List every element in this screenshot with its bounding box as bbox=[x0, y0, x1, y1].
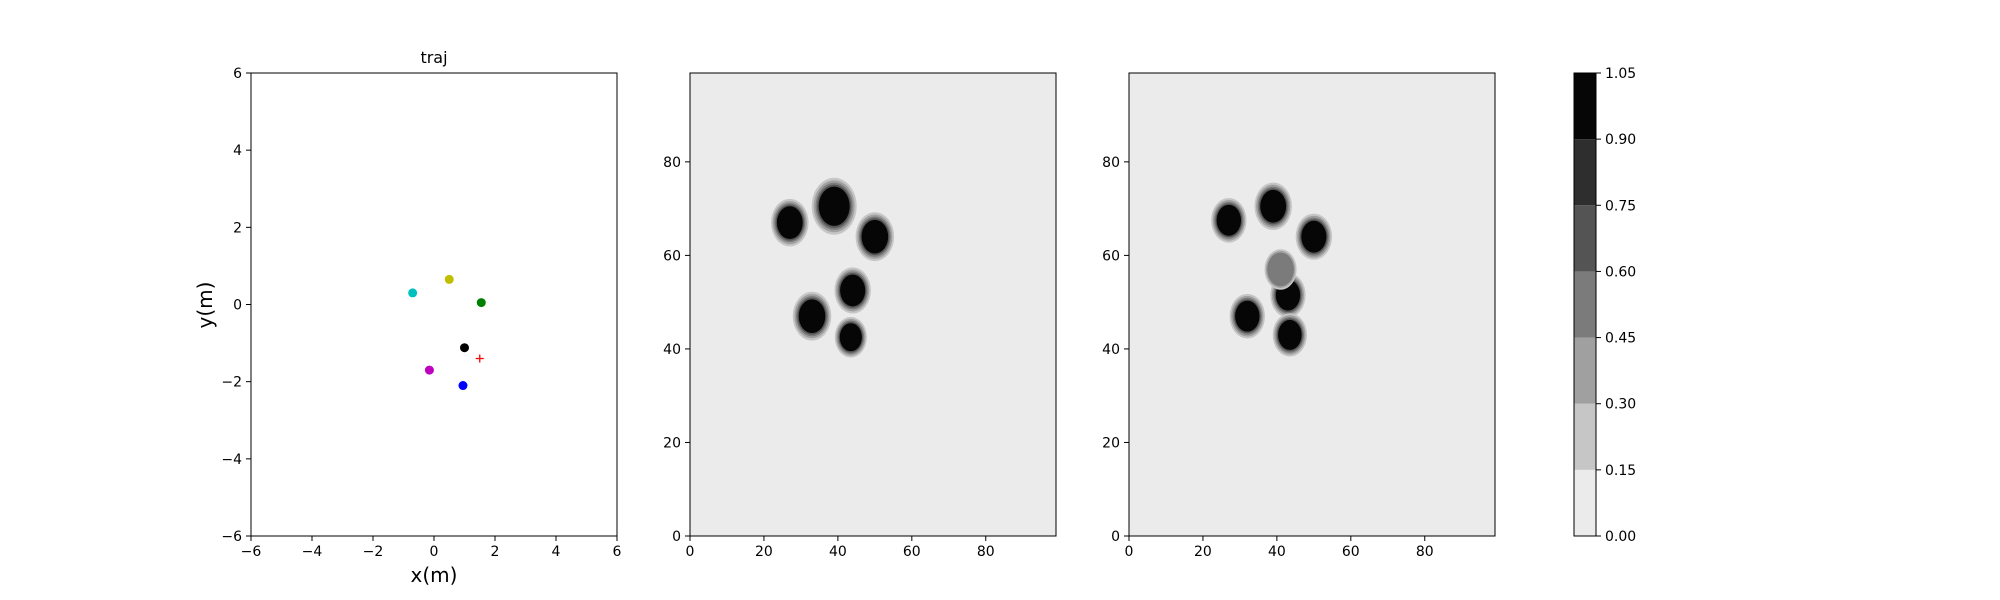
y-tick-label: 0 bbox=[1111, 529, 1120, 545]
y-tick-label: 4 bbox=[233, 143, 242, 159]
y-tick-label: 20 bbox=[1102, 435, 1120, 451]
x-tick-label: −6 bbox=[241, 544, 262, 560]
traj-points bbox=[408, 274, 486, 391]
y-tick-label: −2 bbox=[221, 375, 242, 391]
x-tick-label: 20 bbox=[755, 544, 773, 560]
heatmap-blob bbox=[834, 267, 871, 314]
x-tick-label: 0 bbox=[430, 544, 439, 560]
y-tick-label: 0 bbox=[233, 298, 242, 314]
y-tick-label: 80 bbox=[663, 155, 681, 171]
heatmap-blob bbox=[1211, 197, 1247, 243]
colorbar-band bbox=[1574, 337, 1596, 404]
x-tick-label: 60 bbox=[903, 544, 921, 560]
x-tick-label: 80 bbox=[1416, 544, 1434, 560]
colorbar-tick-label: 0.45 bbox=[1605, 331, 1636, 347]
traj-panel: traj −6 −4 −2 0 2 4 6 −6 −4 −2 0 2 4 6 x(m) y(m) bbox=[193, 48, 622, 587]
heatmap-blob bbox=[1295, 213, 1333, 260]
scatter-point-plus bbox=[475, 354, 484, 363]
heatmap-blob bbox=[1254, 182, 1292, 231]
colorbar-band bbox=[1574, 73, 1596, 140]
colorbar-tick-label: 0.30 bbox=[1605, 397, 1636, 413]
y-tick-label: −6 bbox=[221, 529, 242, 545]
scatter-point bbox=[408, 288, 418, 298]
traj-frame bbox=[250, 72, 618, 537]
y-tick-label: 40 bbox=[663, 342, 681, 358]
heatmap-blob bbox=[855, 212, 895, 262]
x-tick-label: 40 bbox=[1268, 544, 1286, 560]
x-tick-label: 40 bbox=[829, 544, 847, 560]
y-tick-label: 2 bbox=[233, 220, 242, 236]
heatmap-blob bbox=[771, 198, 809, 247]
heatmap-panel-1: 0 20 40 60 80 0 20 40 60 80 bbox=[663, 72, 1057, 560]
traj-title: traj bbox=[420, 48, 447, 67]
colorbar-tick-label: 0.60 bbox=[1605, 264, 1636, 280]
colorbar-frame bbox=[1573, 72, 1597, 537]
scatter-point bbox=[444, 274, 454, 284]
heatmap-2-ticks: 0 20 40 60 80 0 20 40 60 80 bbox=[1102, 155, 1433, 560]
x-tick-label: −2 bbox=[363, 544, 384, 560]
scatter-point bbox=[476, 298, 486, 308]
colorbar-band bbox=[1574, 271, 1596, 338]
x-tick-label: 6 bbox=[613, 544, 622, 560]
x-tick-label: 20 bbox=[1194, 544, 1212, 560]
heatmap-blob bbox=[811, 177, 857, 235]
colorbar-band bbox=[1574, 469, 1596, 536]
x-tick-label: 80 bbox=[977, 544, 995, 560]
y-tick-label: 60 bbox=[1102, 248, 1120, 264]
colorbar: 0.00 0.15 0.30 0.45 0.60 0.75 0.90 1.05 bbox=[1573, 66, 1636, 545]
heatmap-1-plot bbox=[690, 73, 1056, 536]
scatter-point bbox=[458, 381, 468, 391]
x-tick-label: 60 bbox=[1342, 544, 1360, 560]
colorbar-tick-label: 0.15 bbox=[1605, 463, 1636, 479]
y-tick-label: 80 bbox=[1102, 155, 1120, 171]
x-tick-label: 0 bbox=[686, 544, 695, 560]
traj-ticks: −6 −4 −2 0 2 4 6 −6 −4 −2 0 2 4 6 bbox=[221, 66, 621, 560]
traj-ylabel: y(m) bbox=[193, 282, 217, 329]
heatmap-blob bbox=[1264, 249, 1297, 290]
heatmap-panel-2: 0 20 40 60 80 0 20 40 60 80 bbox=[1102, 72, 1496, 560]
heatmap-blob bbox=[834, 316, 867, 358]
colorbar-ticks: 0.00 0.15 0.30 0.45 0.60 0.75 0.90 1.05 bbox=[1596, 66, 1636, 545]
colorbar-band bbox=[1574, 205, 1596, 272]
scatter-point bbox=[424, 365, 434, 375]
x-tick-label: 2 bbox=[491, 544, 500, 560]
y-tick-label: 20 bbox=[663, 435, 681, 451]
x-tick-label: 0 bbox=[1125, 544, 1134, 560]
y-tick-label: −4 bbox=[221, 452, 242, 468]
y-tick-label: 40 bbox=[1102, 342, 1120, 358]
y-tick-label: 60 bbox=[663, 248, 681, 264]
colorbar-tick-label: 0.75 bbox=[1605, 198, 1636, 214]
heatmap-blob bbox=[1229, 293, 1265, 339]
colorbar-tick-label: 0.00 bbox=[1605, 529, 1636, 545]
heatmap-blob bbox=[792, 291, 832, 341]
heatmap-1-frame bbox=[689, 72, 1057, 537]
x-tick-label: −4 bbox=[302, 544, 323, 560]
colorbar-band bbox=[1574, 139, 1596, 206]
colorbar-bands bbox=[1574, 73, 1596, 536]
colorbar-band bbox=[1574, 403, 1596, 470]
x-tick-label: 4 bbox=[552, 544, 561, 560]
heatmap-2-frame bbox=[1128, 72, 1496, 537]
y-tick-label: 0 bbox=[672, 529, 681, 545]
heatmap-1-ticks: 0 20 40 60 80 0 20 40 60 80 bbox=[663, 155, 994, 560]
traj-xlabel: x(m) bbox=[411, 563, 458, 587]
y-tick-label: 6 bbox=[233, 66, 242, 82]
heatmap-2-plot bbox=[1129, 73, 1495, 536]
colorbar-tick-label: 1.05 bbox=[1605, 66, 1636, 82]
heatmap-background bbox=[690, 73, 1056, 536]
scatter-point bbox=[460, 343, 469, 353]
heatmap-background bbox=[1129, 73, 1495, 536]
colorbar-tick-label: 0.90 bbox=[1605, 132, 1636, 148]
heatmap-blob bbox=[1272, 313, 1307, 357]
